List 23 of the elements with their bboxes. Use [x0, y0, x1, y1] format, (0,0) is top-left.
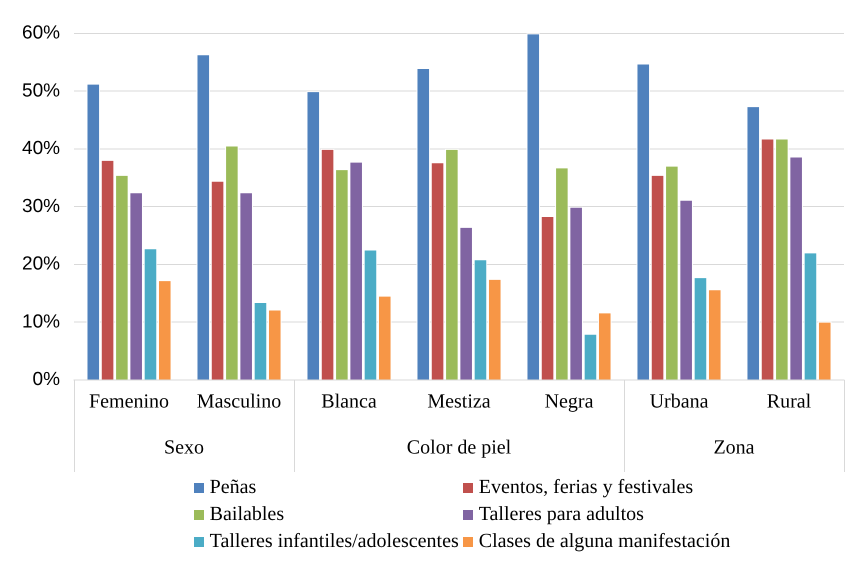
- x-tick-label: Rural: [766, 390, 812, 412]
- x-tick-label: Negra: [544, 390, 594, 412]
- y-tick-label: 30%: [22, 196, 60, 217]
- x-tick-label: Mestiza: [427, 390, 491, 412]
- text: Color de piel: [406, 436, 512, 458]
- legend-label: Bailables: [210, 503, 284, 526]
- y-tick-label: 20%: [22, 254, 60, 275]
- y-tick-label: 0%: [32, 369, 60, 390]
- legend-label: Peñas: [210, 476, 256, 499]
- x-tick-label: Masculino: [196, 390, 282, 412]
- y-tick-label: 60%: [22, 22, 60, 44]
- x-tick-label: Blanca: [321, 390, 377, 412]
- text: Sexo: [164, 436, 204, 458]
- y-tick-label: 50%: [22, 80, 60, 102]
- x-tick-label: Femenino: [89, 390, 170, 412]
- legend-label: Talleres infantiles/adolescentes: [210, 530, 459, 553]
- y-tick-label: 10%: [22, 311, 60, 332]
- legend-label: Eventos, ferias y festivales: [478, 476, 694, 499]
- legend-label: Talleres para adultos: [478, 503, 644, 526]
- text: Zona: [713, 436, 755, 458]
- y-tick-label: 40%: [22, 138, 60, 160]
- legend-label: Clases de alguna manifestación: [478, 530, 730, 553]
- x-tick-label: Urbana: [650, 390, 709, 412]
